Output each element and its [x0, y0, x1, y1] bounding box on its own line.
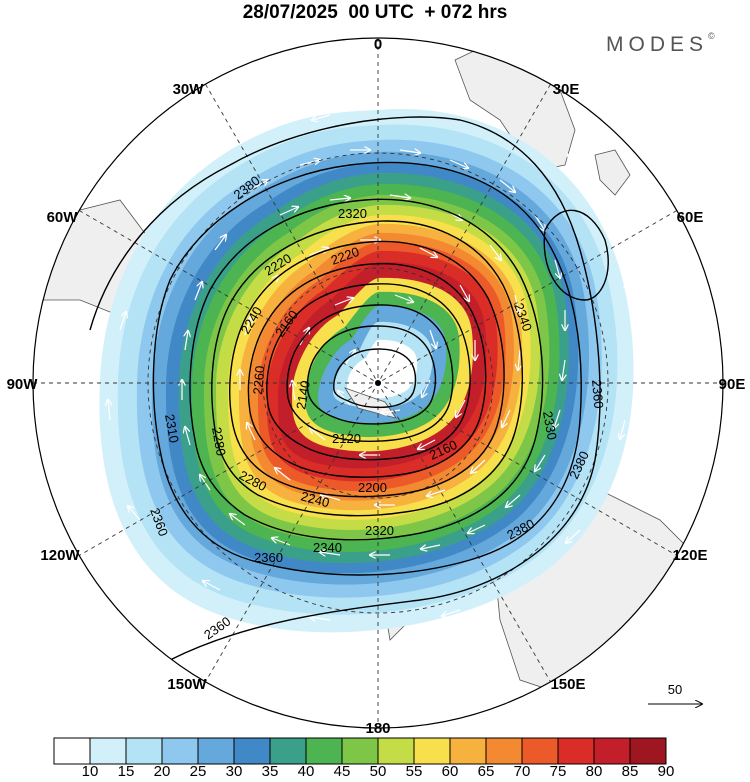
colorbar-ticks: 10 15 20 25 30 35 40 45 50 55 60 65 70 7… [82, 763, 675, 780]
contour-label: 2320 [338, 206, 367, 221]
modes-logo: MODES© [606, 31, 715, 57]
colorbar-tick: 35 [262, 763, 279, 780]
colorbar-swatch [233, 737, 271, 765]
contour-label: 2310 [162, 413, 182, 444]
colorbar-swatch [341, 737, 379, 765]
lon-label-60e: 60E [677, 209, 704, 226]
colorbar: 10 15 20 25 30 35 40 45 50 55 60 65 70 7… [53, 737, 675, 780]
lon-label-180: 180 [365, 720, 390, 737]
height-contours [89, 116, 609, 661]
lon-label-120w: 120W [40, 547, 80, 564]
colorbar-swatch [377, 737, 415, 765]
colorbar-swatch [449, 737, 487, 765]
colorbar-swatch [197, 737, 235, 765]
contour-label: 2140 [293, 379, 313, 410]
colorbar-tick: 70 [514, 763, 531, 780]
contour-2240 [247, 262, 487, 478]
contour-2120 [333, 348, 417, 409]
wind-speed-shading [99, 109, 634, 633]
contour-label: 2260 [250, 365, 267, 395]
colorbar-tick: 25 [190, 763, 207, 780]
reference-vector-label: 50 [668, 682, 682, 697]
contour-2140 [306, 325, 437, 425]
colorbar-tick: 75 [550, 763, 567, 780]
colorbar-swatch [593, 737, 631, 765]
brand-text: MODES [606, 33, 709, 56]
colorbar-swatch [629, 737, 667, 765]
colorbar-tick: 65 [478, 763, 495, 780]
colorbar-swatch [413, 737, 451, 765]
colorbar-swatch [53, 737, 91, 765]
lon-label-30w: 30W [173, 81, 205, 98]
contour-2160 [286, 304, 454, 442]
pole-marker [375, 380, 381, 386]
colorbar-swatch [269, 737, 307, 765]
wind-vectors [108, 104, 630, 620]
contour-label: 2240 [299, 488, 331, 510]
colorbar-tick: 55 [406, 763, 423, 780]
contour-2340 [189, 198, 544, 541]
contour-label: 2320 [365, 523, 394, 538]
contour-label: 2120 [332, 431, 361, 446]
colorbar-swatch [89, 737, 127, 765]
lon-label-90w: 90W [7, 376, 39, 393]
colorbar-tick: 15 [118, 763, 135, 780]
longitude-labels: 0 30E 60E 90E 120E 150E 180 150W 120W 90… [7, 36, 746, 737]
contour-label: 2280 [209, 426, 229, 457]
colorbar-swatch [521, 737, 559, 765]
colorbar-tick: 50 [370, 763, 387, 780]
map-field: 2380 2380 2380 2320 2320 2340 2220 2240 … [33, 38, 723, 728]
land-madagascar [594, 149, 631, 196]
colorbar-tick: 85 [622, 763, 639, 780]
contour-label: 2200 [358, 480, 387, 495]
reference-vector: 50 [648, 682, 702, 704]
contour-2280 [229, 240, 505, 498]
copyright-mark: © [708, 31, 715, 41]
contour-2380-outer [89, 116, 601, 661]
contour-label: 2330 [540, 410, 560, 441]
colorbar-swatch [305, 737, 343, 765]
map-title: 28/07/2025 00 UTC + 072 hrs [242, 2, 508, 23]
contour-label: 2360 [254, 550, 283, 565]
lon-label-120e: 120E [672, 547, 707, 564]
band-inner-10 [347, 339, 418, 399]
contour-2360 [152, 161, 582, 576]
contour-label: 2360 [589, 379, 606, 409]
colorbar-tick: 10 [82, 763, 99, 780]
colorbar-swatch [557, 737, 595, 765]
colorbar-tick: 40 [298, 763, 315, 780]
contour-2380-cell [543, 209, 609, 301]
contour-2200 [266, 283, 471, 461]
colorbar-tick: 20 [154, 763, 171, 780]
contour-2320 [211, 220, 523, 517]
lon-label-150w: 150W [167, 676, 207, 693]
colorbar-tick: 60 [442, 763, 459, 780]
lon-label-150e: 150E [550, 676, 585, 693]
lon-label-30e: 30E [553, 81, 580, 98]
colorbar-swatch [125, 737, 163, 765]
colorbar-tick: 45 [334, 763, 351, 780]
contour-label: 2340 [313, 540, 342, 555]
colorbar-tick: 80 [586, 763, 603, 780]
lon-label-60w: 60W [47, 209, 79, 226]
colorbar-tick: 90 [658, 763, 675, 780]
colorbar-boxes [53, 737, 667, 765]
colorbar-tick: 30 [226, 763, 243, 780]
lon-label-0: 0 [374, 36, 382, 53]
lon-label-90e: 90E [719, 376, 746, 393]
colorbar-swatch [161, 737, 199, 765]
map-boundary [32, 37, 724, 729]
colorbar-swatch [485, 737, 523, 765]
